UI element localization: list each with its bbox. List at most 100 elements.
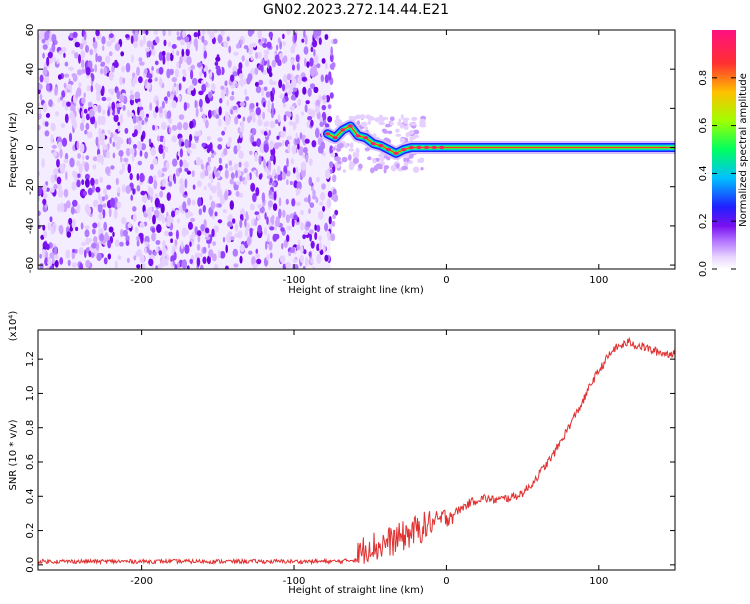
noise-speck xyxy=(42,52,45,59)
noise-speck xyxy=(309,67,315,77)
noise-speck xyxy=(215,114,220,119)
noise-speck xyxy=(269,252,273,259)
noise-speck xyxy=(198,130,202,138)
noise-speck xyxy=(78,163,83,174)
noise-speck xyxy=(108,51,113,57)
track-halo xyxy=(410,131,415,135)
noise-speck xyxy=(224,169,229,179)
noise-speck xyxy=(178,83,182,91)
noise-speck xyxy=(95,53,98,63)
noise-speck xyxy=(116,201,122,209)
noise-speck xyxy=(129,90,134,95)
noise-speck xyxy=(291,198,296,207)
noise-speck xyxy=(214,211,218,217)
noise-speck xyxy=(329,145,334,155)
noise-speck xyxy=(157,263,162,269)
noise-speck xyxy=(304,104,308,113)
noise-speck xyxy=(275,44,279,51)
noise-speck xyxy=(85,45,89,53)
noise-speck xyxy=(136,240,140,247)
noise-speck xyxy=(228,160,233,166)
noise-speck xyxy=(119,94,125,103)
noise-speck xyxy=(54,86,58,96)
noise-speck xyxy=(38,210,41,217)
noise-speck xyxy=(98,228,104,236)
noise-speck xyxy=(325,169,331,180)
noise-speck xyxy=(234,116,239,125)
noise-speck xyxy=(107,239,112,249)
track-halo xyxy=(398,118,402,122)
noise-speck xyxy=(176,122,183,131)
noise-speck xyxy=(247,73,253,82)
noise-speck xyxy=(44,121,49,127)
noise-speck xyxy=(315,197,319,204)
noise-speck xyxy=(308,176,313,186)
noise-speck xyxy=(95,136,99,147)
noise-speck xyxy=(68,217,73,225)
noise-speck xyxy=(53,183,58,190)
noise-speck xyxy=(239,219,243,229)
noise-speck xyxy=(207,243,211,249)
noise-speck xyxy=(92,104,98,113)
noise-speck xyxy=(220,85,225,91)
noise-speck xyxy=(210,176,214,184)
track-halo xyxy=(378,121,386,126)
noise-speck xyxy=(161,50,166,57)
noise-speck xyxy=(263,49,270,55)
noise-speck xyxy=(145,30,149,36)
noise-speck xyxy=(120,138,124,145)
noise-speck xyxy=(209,31,215,40)
noise-speck xyxy=(120,113,124,124)
noise-speck xyxy=(192,184,196,190)
noise-speck xyxy=(63,158,69,164)
noise-speck xyxy=(50,122,56,132)
noise-speck xyxy=(208,249,214,258)
noise-speck xyxy=(281,140,285,146)
noise-speck xyxy=(226,36,230,42)
noise-speck xyxy=(153,251,157,256)
noise-speck xyxy=(63,52,66,58)
noise-speck xyxy=(310,47,314,52)
noise-speck xyxy=(100,115,106,126)
noise-speck xyxy=(136,185,141,192)
noise-speck xyxy=(64,61,69,67)
noise-speck xyxy=(111,101,116,111)
noise-speck xyxy=(163,96,168,102)
noise-speck xyxy=(171,210,176,218)
noise-speck xyxy=(136,235,140,242)
y-tick-label: 0 xyxy=(25,144,36,150)
noise-speck xyxy=(313,49,316,57)
noise-speck xyxy=(156,224,162,233)
noise-speck xyxy=(272,233,278,242)
noise-speck xyxy=(171,125,178,131)
noise-speck xyxy=(80,222,84,230)
noise-speck xyxy=(290,58,295,67)
noise-speck xyxy=(38,218,41,227)
noise-speck xyxy=(57,74,62,80)
noise-speck xyxy=(55,111,59,117)
noise-speck xyxy=(301,168,306,178)
noise-speck xyxy=(286,135,293,141)
noise-speck xyxy=(287,144,291,153)
noise-speck xyxy=(183,101,188,111)
noise-speck xyxy=(98,134,101,142)
noise-speck xyxy=(164,230,170,237)
noise-speck xyxy=(116,89,121,100)
noise-speck xyxy=(194,252,199,260)
noise-speck xyxy=(305,154,309,163)
track-halo xyxy=(343,143,349,149)
noise-speck xyxy=(224,80,228,87)
noise-speck xyxy=(67,259,71,267)
noise-speck xyxy=(115,177,119,186)
noise-speck xyxy=(312,194,317,200)
noise-speck xyxy=(209,195,213,201)
noise-speck xyxy=(242,116,246,122)
track-halo xyxy=(356,120,361,126)
noise-speck xyxy=(81,115,86,123)
noise-speck xyxy=(179,184,185,194)
track-halo xyxy=(367,120,372,125)
track-halo xyxy=(370,167,375,174)
noise-speck xyxy=(321,104,327,111)
noise-speck xyxy=(288,251,292,257)
